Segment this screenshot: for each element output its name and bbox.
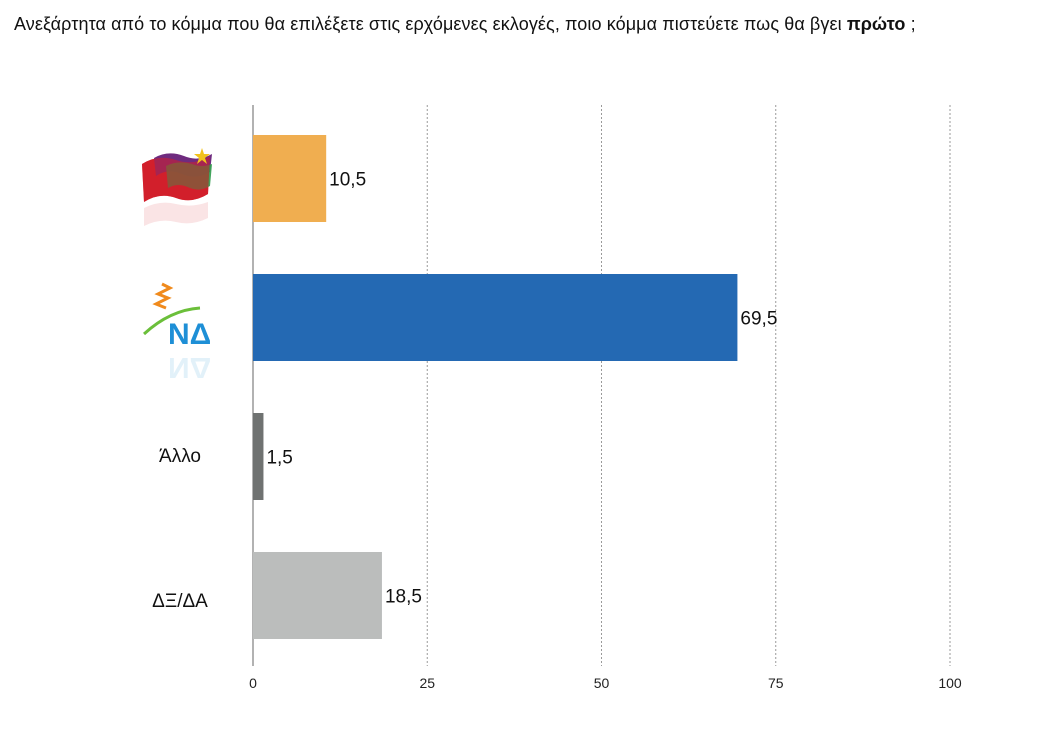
bar-value-label-1: 69,5 <box>740 309 777 330</box>
syriza-flag-logo-icon <box>142 148 212 226</box>
bar-value-label-2: 1,5 <box>266 448 292 469</box>
x-tick-label-75: 75 <box>768 675 784 691</box>
question-end: ; <box>905 14 916 34</box>
x-tick-label-0: 0 <box>249 675 257 691</box>
category-label-dxda: ΔΞ/ΔΑ <box>152 591 208 612</box>
question-bold-word: πρώτο <box>846 14 906 34</box>
x-tick-label-100: 100 <box>938 675 962 691</box>
nd-logo-text: ΝΔ <box>168 318 211 351</box>
category-label-allo: Άλλο <box>159 446 201 467</box>
x-tick-label-50: 50 <box>594 675 610 691</box>
bar-value-label-3: 18,5 <box>385 587 422 608</box>
chart-question-title: Ανεξάρτητα από το κόμμα που θα επιλέξετε… <box>14 14 916 35</box>
bar-0 <box>253 135 327 222</box>
nd-logo-reflection: ΝΔ <box>168 351 211 378</box>
question-text: Ανεξάρτητα από το κόμμα που θα επιλέξετε… <box>14 14 847 34</box>
x-tick-label-25: 25 <box>419 675 435 691</box>
bar-value-label-0: 10,5 <box>329 170 366 191</box>
bar-1 <box>253 274 738 361</box>
bar-2 <box>253 413 264 500</box>
nd-logo-icon: ΝΔ ΝΔ <box>142 282 211 378</box>
bar-3 <box>253 552 382 639</box>
